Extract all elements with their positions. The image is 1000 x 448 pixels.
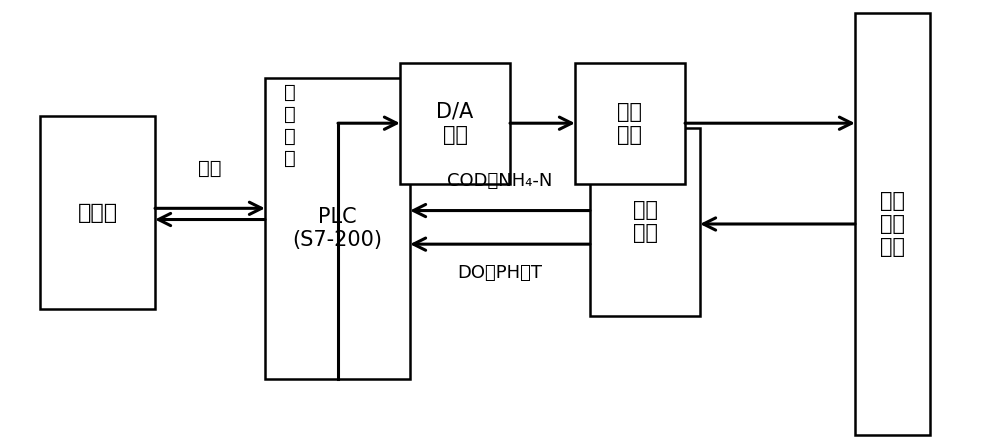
Text: 上位机: 上位机: [77, 203, 118, 223]
Text: D/A
模块: D/A 模块: [436, 102, 474, 145]
FancyBboxPatch shape: [400, 63, 510, 184]
FancyBboxPatch shape: [590, 128, 700, 316]
FancyBboxPatch shape: [855, 13, 930, 435]
Text: PLC
(S7-200): PLC (S7-200): [292, 207, 382, 250]
Text: 电动
阀门: 电动 阀门: [618, 102, 642, 145]
Text: 总线: 总线: [198, 159, 222, 177]
FancyBboxPatch shape: [575, 63, 685, 184]
FancyBboxPatch shape: [265, 78, 410, 379]
Text: 污水
处理
系统: 污水 处理 系统: [880, 191, 905, 257]
Text: COD、NH₄-N: COD、NH₄-N: [447, 172, 553, 190]
FancyBboxPatch shape: [40, 116, 155, 309]
Text: DO、PH、T: DO、PH、T: [458, 264, 542, 282]
Text: 现场
仪表: 现场 仪表: [633, 200, 658, 243]
Text: 控
制
信
号: 控 制 信 号: [284, 83, 296, 168]
